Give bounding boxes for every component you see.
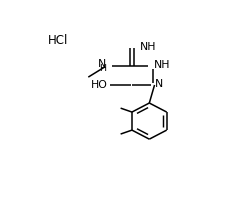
Text: NH: NH: [154, 60, 170, 70]
Text: N: N: [155, 79, 163, 89]
Text: H: H: [99, 64, 106, 73]
Text: HCl: HCl: [48, 34, 69, 48]
Text: HO: HO: [91, 80, 108, 90]
Text: N: N: [97, 59, 106, 69]
Text: NH: NH: [140, 42, 156, 52]
